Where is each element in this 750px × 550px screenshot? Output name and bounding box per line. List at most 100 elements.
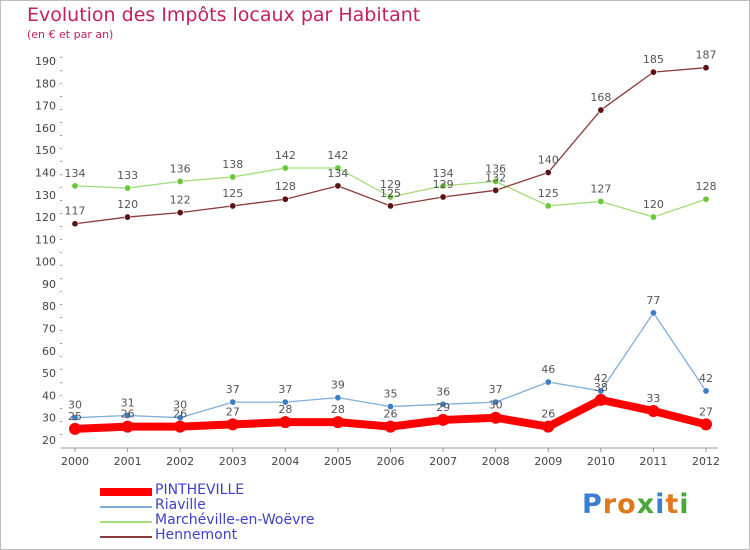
- x-tick-label: 2006: [377, 455, 405, 468]
- data-label: 129: [433, 178, 454, 191]
- data-point: [489, 411, 502, 424]
- data-point: [334, 394, 342, 402]
- data-point: [176, 209, 184, 217]
- y-tick-label: 30: [42, 412, 56, 425]
- legend-swatch: [100, 506, 152, 508]
- data-point: [439, 400, 447, 408]
- data-label: 138: [222, 158, 243, 171]
- data-label: 142: [275, 149, 296, 162]
- data-label: 26: [173, 408, 187, 421]
- x-tick-label: 2007: [429, 455, 457, 468]
- data-point: [384, 420, 397, 433]
- data-point: [124, 213, 132, 221]
- y-tick-label: 170: [35, 100, 56, 113]
- data-label: 25: [68, 410, 82, 423]
- data-label: 30: [489, 399, 503, 412]
- data-point: [386, 403, 394, 411]
- data-point: [229, 173, 237, 181]
- data-point: [542, 420, 555, 433]
- data-label: 134: [65, 167, 86, 180]
- data-point: [71, 414, 79, 422]
- x-tick-label: 2005: [324, 455, 352, 468]
- y-tick-label: 120: [35, 211, 56, 224]
- data-label: 42: [699, 372, 713, 385]
- x-tick-label: 2004: [271, 455, 299, 468]
- data-point: [281, 195, 289, 203]
- data-label: 125: [538, 187, 559, 200]
- data-label: 142: [327, 149, 348, 162]
- data-point: [492, 177, 500, 185]
- y-tick-label: 70: [42, 323, 56, 336]
- series-march-ville-en-wo-vre: [71, 164, 710, 221]
- data-point: [226, 418, 239, 431]
- data-point: [492, 398, 500, 406]
- chart-series: [69, 64, 712, 435]
- data-label: 26: [384, 408, 398, 421]
- data-point: [124, 411, 132, 419]
- data-label: 128: [275, 180, 296, 193]
- data-point: [544, 202, 552, 210]
- y-tick-label: 140: [35, 166, 56, 179]
- data-point: [281, 398, 289, 406]
- y-tick-label: 130: [35, 189, 56, 202]
- chart-axes: 20 30 40 50 60 70 80 90 100 110 120 130 140 150 160 170…: [35, 55, 720, 468]
- data-label: 120: [117, 198, 138, 211]
- y-tick-label: 100: [35, 256, 56, 269]
- data-label: 31: [121, 396, 135, 409]
- data-label: 35: [384, 388, 398, 401]
- data-label: 46: [541, 363, 555, 376]
- y-tick-label: 80: [42, 300, 56, 313]
- series-hennemont: [71, 64, 710, 228]
- data-point: [279, 416, 292, 429]
- data-label: 28: [278, 403, 292, 416]
- data-point: [594, 393, 607, 406]
- data-point: [649, 309, 657, 317]
- data-point: [334, 182, 342, 190]
- data-point: [597, 106, 605, 114]
- data-label: 129: [380, 178, 401, 191]
- data-point: [176, 177, 184, 185]
- legend-label: PINTHEVILLE: [155, 482, 245, 498]
- data-label: 37: [278, 383, 292, 396]
- chart-title: Evolution des Impôts locaux par Habitant: [27, 4, 421, 26]
- data-label: 132: [485, 171, 506, 184]
- y-tick-label: 150: [35, 144, 56, 157]
- series-riaville: [71, 309, 710, 422]
- x-tick-label: 2008: [482, 455, 510, 468]
- data-label: 38: [594, 381, 608, 394]
- data-label: 27: [226, 405, 240, 418]
- data-point: [229, 398, 237, 406]
- data-label: 77: [646, 294, 660, 307]
- legend-swatch: [100, 488, 152, 496]
- legend-label: Riaville: [155, 497, 206, 513]
- data-point: [647, 405, 660, 418]
- data-label: 36: [436, 385, 450, 398]
- x-tick-label: 2009: [534, 455, 562, 468]
- series-pintheville: [69, 393, 712, 435]
- data-point: [439, 193, 447, 201]
- data-label: 128: [696, 180, 717, 193]
- data-label: 28: [331, 403, 345, 416]
- legend-label: Hennemont: [155, 527, 238, 543]
- data-point: [229, 202, 237, 210]
- data-point: [281, 164, 289, 172]
- y-tick-label: 90: [42, 278, 56, 291]
- data-point: [649, 68, 657, 76]
- data-point: [702, 387, 710, 395]
- x-tick-label: 2010: [587, 455, 615, 468]
- data-label: 168: [590, 91, 611, 104]
- y-tick-label: 190: [35, 55, 56, 68]
- data-label: 33: [646, 392, 660, 405]
- data-point: [386, 193, 394, 201]
- x-tick-label: 2011: [639, 455, 667, 468]
- data-label: 122: [170, 194, 191, 207]
- data-label: 187: [696, 49, 717, 62]
- chart-subtitle: (en € et par an): [27, 28, 114, 41]
- data-point: [702, 64, 710, 72]
- logo-letter: x: [636, 489, 656, 520]
- logo-letter: o: [617, 489, 637, 520]
- logo-letter: r: [602, 489, 618, 520]
- data-label: 125: [222, 187, 243, 200]
